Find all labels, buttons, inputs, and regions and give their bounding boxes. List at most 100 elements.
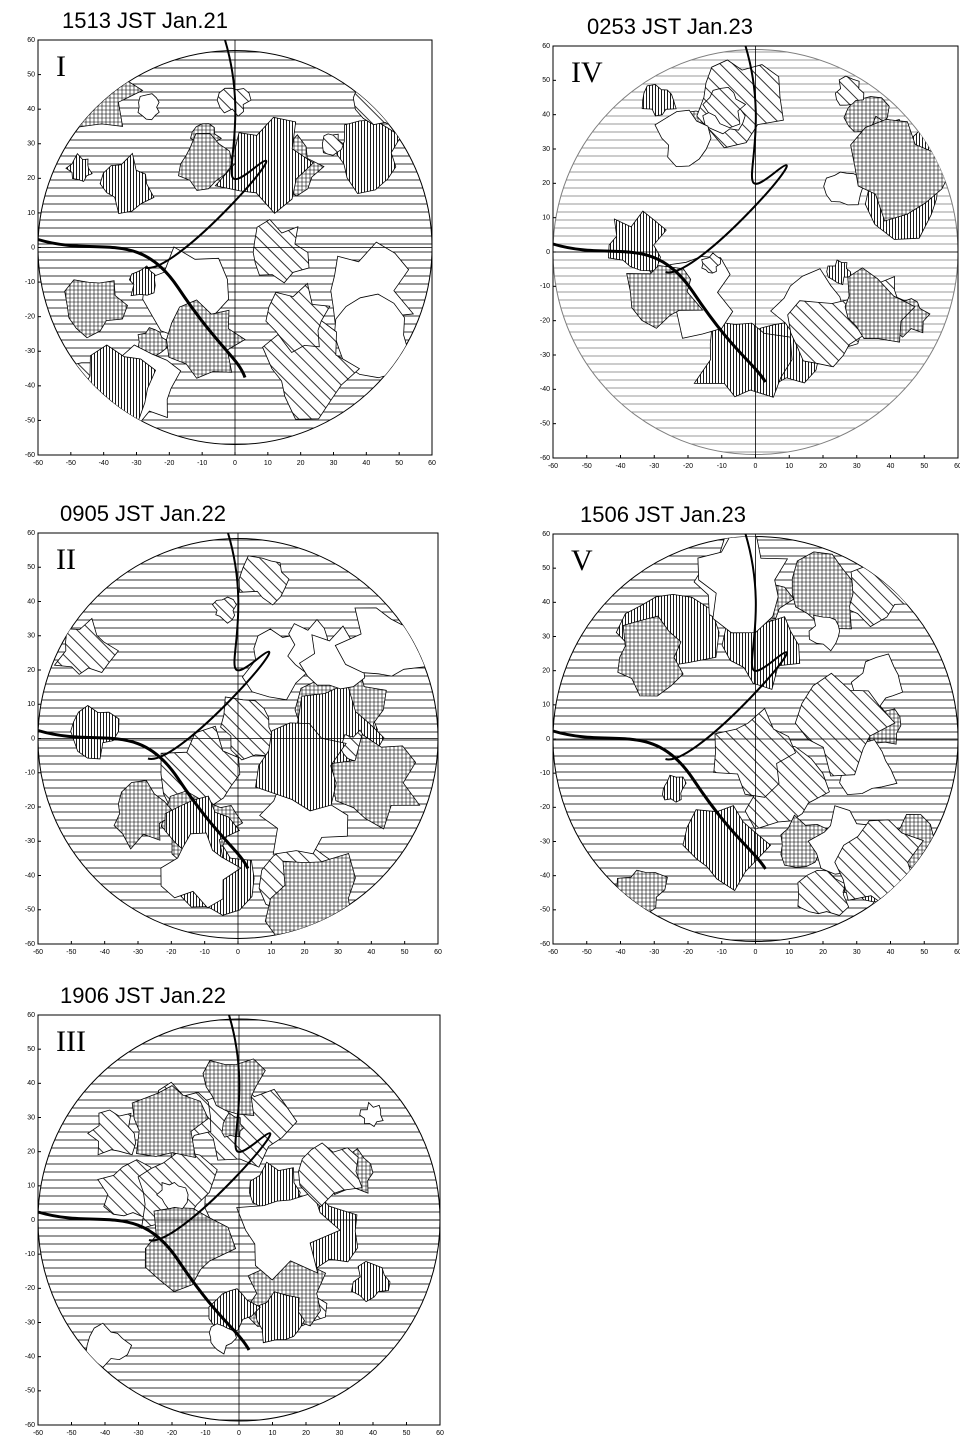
echo-cell: [780, 814, 834, 868]
x-tick-label: 50: [920, 463, 928, 470]
x-tick-label: -30: [649, 949, 659, 956]
y-tick-label: 10: [27, 1183, 35, 1190]
x-tick-label: -50: [66, 460, 76, 467]
x-tick-label: -20: [167, 1430, 177, 1437]
y-tick-label: 60: [542, 531, 550, 538]
echo-cell: [160, 832, 242, 909]
x-tick-label: -60: [33, 949, 43, 956]
echo-cell: [65, 153, 93, 182]
y-tick-label: -60: [25, 941, 35, 948]
panel-title: 1513 JST Jan.21: [62, 8, 228, 33]
echo-cell: [238, 555, 290, 606]
y-tick-label: 50: [27, 1046, 35, 1053]
panel-label: III: [56, 1025, 86, 1058]
x-tick-label: 40: [887, 463, 895, 470]
radar-panel: 1906 JST Jan.22 III -60 -50 -40 -30 -20 -10 0 10 2…: [25, 983, 444, 1437]
y-tick-label: -50: [540, 907, 550, 914]
border-line: [665, 45, 788, 274]
x-tick-label: 60: [428, 460, 436, 467]
y-tick-label: 20: [27, 667, 35, 674]
echo-cell: [844, 267, 916, 343]
echo-cell: [87, 1109, 137, 1156]
x-tick-label: -40: [100, 949, 110, 956]
panel-label: I: [56, 50, 66, 83]
x-tick-label: 10: [785, 949, 793, 956]
x-tick-label: 10: [269, 1430, 277, 1437]
x-tick-label: -10: [197, 460, 207, 467]
x-tick-label: -20: [683, 463, 693, 470]
y-tick-label: 10: [542, 215, 550, 222]
x-tick-label: 10: [785, 463, 793, 470]
x-tick-label: 60: [434, 949, 442, 956]
y-tick-label: 40: [27, 1080, 35, 1087]
border-line: [147, 532, 271, 760]
echo-cell: [359, 1101, 384, 1128]
radar-panel: 0253 JST Jan.23 IV -60 -50 -40 -30 -20 -10 0 10 20…: [540, 14, 960, 470]
y-tick-label: -10: [25, 770, 35, 777]
x-tick-label: -50: [66, 1430, 76, 1437]
y-tick-label: 60: [27, 1012, 35, 1019]
x-tick-label: -30: [649, 463, 659, 470]
y-tick-label: 0: [31, 1217, 35, 1224]
y-tick-label: 30: [27, 633, 35, 640]
echo-cell: [53, 617, 119, 675]
echo-cell: [156, 1182, 189, 1210]
echo-cell: [137, 93, 160, 121]
y-tick-label: -20: [540, 804, 550, 811]
x-tick-label: -50: [582, 463, 592, 470]
echo-cell: [321, 133, 344, 156]
radar-panel: 1506 JST Jan.23 V -60 -50 -40 -30 -20 -10 0 10 20 3…: [540, 502, 960, 956]
x-tick-label: 60: [954, 949, 960, 956]
x-tick-label: 30: [853, 949, 861, 956]
y-tick-label: 20: [27, 175, 35, 182]
echo-cell: [794, 672, 896, 777]
echo-cell: [265, 282, 331, 354]
echo-cell: [131, 1085, 209, 1159]
x-tick-label: 40: [369, 1430, 377, 1437]
y-tick-label: -50: [540, 421, 550, 428]
x-tick-label: -10: [200, 1430, 210, 1437]
echo-cell: [208, 1323, 237, 1355]
x-tick-label: -30: [133, 949, 143, 956]
y-tick-label: -60: [540, 941, 550, 948]
echo-cell: [113, 779, 176, 850]
echo-cell: [70, 705, 120, 760]
y-tick-label: 30: [27, 141, 35, 148]
coastline: [37, 1210, 251, 1351]
echo-cells: [615, 536, 955, 937]
coastline: [37, 238, 247, 379]
y-tick-label: 50: [542, 565, 550, 572]
x-tick-label: -40: [615, 463, 625, 470]
border-line: [148, 1014, 272, 1242]
x-tick-label: -60: [548, 463, 558, 470]
x-tick-label: 50: [395, 460, 403, 467]
x-tick-label: -20: [166, 949, 176, 956]
echo-cell: [128, 265, 156, 297]
echo-cell: [64, 279, 128, 339]
x-tick-label: -40: [615, 949, 625, 956]
echo-cell: [85, 1322, 133, 1368]
x-tick-label: 0: [233, 460, 237, 467]
echo-cell: [252, 218, 310, 284]
x-tick-label: 30: [334, 949, 342, 956]
y-tick-label: -60: [540, 455, 550, 462]
y-tick-label: 40: [27, 598, 35, 605]
y-tick-label: 0: [31, 244, 35, 251]
y-tick-label: -50: [25, 1388, 35, 1395]
echo-cell: [178, 132, 234, 191]
x-tick-label: -20: [683, 949, 693, 956]
y-tick-label: -50: [25, 417, 35, 424]
y-tick-label: -50: [25, 907, 35, 914]
echo-cell: [236, 1192, 341, 1281]
y-tick-label: 30: [542, 633, 550, 640]
x-tick-label: 20: [301, 949, 309, 956]
y-tick-label: -60: [25, 452, 35, 459]
echo-cell: [850, 118, 954, 222]
y-tick-label: -30: [25, 838, 35, 845]
x-tick-label: 30: [330, 460, 338, 467]
x-tick-label: -30: [131, 460, 141, 467]
y-tick-label: -20: [25, 1285, 35, 1292]
x-tick-label: -20: [164, 460, 174, 467]
y-tick-label: -10: [540, 283, 550, 290]
echo-cell: [160, 725, 241, 814]
